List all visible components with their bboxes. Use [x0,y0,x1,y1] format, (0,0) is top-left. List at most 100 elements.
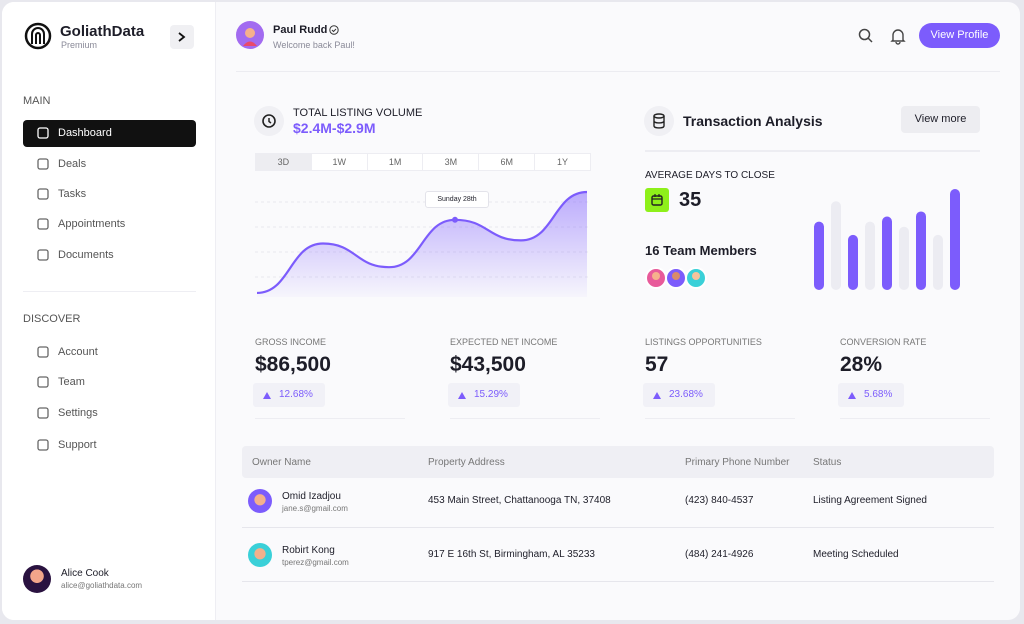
nav-label: Deals [58,158,87,170]
nav-icon [37,158,49,170]
owner-name: Omid Izadjou [282,491,341,502]
transaction-title: Transaction Analysis [683,113,823,129]
chevron-icon [178,32,186,42]
listing-range: $2.4M-$2.9M [293,120,376,136]
point [452,216,458,223]
nav-label: Account [58,346,98,358]
stat-value: 57 [645,353,669,376]
sidebar: GoliathData Premium MAIN Dashboard Deals Ta… [2,2,216,620]
stat-value: 28% [840,353,883,376]
nav-item[interactable]: Documents [23,242,196,269]
stat-label: LISTINGS OPPORTUNITIES [645,337,762,347]
greeting: Welcome back Paul! [273,40,355,50]
divider [23,291,196,292]
nav-icon [37,249,49,261]
nav-item[interactable]: Account [23,339,196,366]
owner-email: jane.s@gmail.com [282,504,348,513]
nav-item[interactable]: Support [23,432,196,459]
clock-glyph [262,114,276,128]
table-header [242,446,994,478]
column-header: Status [813,457,842,468]
column-header: Owner Name [252,457,311,468]
bar-chart [814,189,960,290]
change-value: 5.68% [864,389,893,400]
nav-item[interactable]: Team [23,369,196,396]
calendar-icon [645,188,669,212]
bar [899,226,909,290]
bar [865,221,875,290]
database-icon [644,106,674,136]
nav-item[interactable]: Tasks [23,181,196,208]
bar [831,201,841,290]
days-value: 35 [679,189,702,211]
owner-avatar [248,489,272,513]
up-arrow [653,392,661,399]
nav-icon [37,127,49,139]
bar [916,211,926,290]
change-value: 23.68% [669,389,703,400]
stat-value: $43,500 [450,353,526,376]
period-tab[interactable]: 6M [478,154,534,170]
status: Meeting Scheduled [813,549,899,560]
up-arrow [848,392,856,399]
owner-email: tperez@gmail.com [282,558,349,567]
period-tab[interactable]: 3D [256,154,311,170]
nav-item[interactable]: Appointments [23,211,196,238]
brand: GoliathData [60,23,145,40]
row-divider [242,581,994,582]
plan: Premium [61,40,98,50]
logo [24,22,52,50]
bar [814,221,824,290]
phone: (423) 840-4537 [685,495,754,506]
bar [950,189,960,290]
chart-tooltip: Sunday 28th [425,191,489,208]
change-value: 12.68% [279,389,313,400]
row-divider [242,527,994,528]
nav-item[interactable]: Deals [23,151,196,178]
nav-item[interactable]: Dashboard [23,120,196,147]
stat-label: CONVERSION RATE [840,337,927,347]
change-value: 15.29% [474,389,508,400]
nav-label: Support [58,439,97,451]
nav-icon [37,346,49,358]
triangle [848,392,856,399]
nav-label: Settings [58,407,98,419]
divider [255,418,405,419]
view-more-button[interactable]: View more [901,106,980,133]
stat-change: 12.68% [253,383,325,407]
stat-value: $86,500 [255,353,331,376]
period-tab[interactable]: 3M [422,154,478,170]
nav-icon [37,376,49,388]
stat-change: 5.68% [838,383,905,407]
nav-label: Tasks [58,188,87,200]
owner-name: Robirt Kong [282,545,335,556]
search-icon[interactable] [858,28,874,44]
owner-avatar [248,543,272,567]
notification-icon[interactable] [890,28,906,45]
nav-label: Dashboard [58,127,112,139]
period-tab[interactable]: 1Y [534,154,590,170]
divider [236,71,1000,72]
stat-label: GROSS INCOME [255,337,327,347]
calendar-glyph [651,194,663,206]
section-title: MAIN [23,95,51,107]
team-count: 16 Team Members [645,243,757,258]
triangle [458,392,466,399]
nav-icon [37,218,49,230]
days-label: AVERAGE DAYS TO CLOSE [645,170,775,181]
collapse-button[interactable] [170,25,194,49]
nav-icon [37,407,49,419]
period-tab[interactable]: 1M [366,154,423,170]
view-profile-button[interactable]: View Profile [919,23,1000,48]
up-arrow [458,392,466,399]
divider [645,418,795,419]
period-tab[interactable]: 1W [310,154,367,170]
stat-label: EXPECTED NET INCOME [450,337,558,347]
nav-icon [37,158,49,170]
phone: (484) 241-4926 [685,549,754,560]
nav-icon [37,188,49,200]
nav-label: Appointments [58,218,126,230]
listing-title: TOTAL LISTING VOLUME [293,107,423,119]
nav-item[interactable]: Settings [23,400,196,427]
